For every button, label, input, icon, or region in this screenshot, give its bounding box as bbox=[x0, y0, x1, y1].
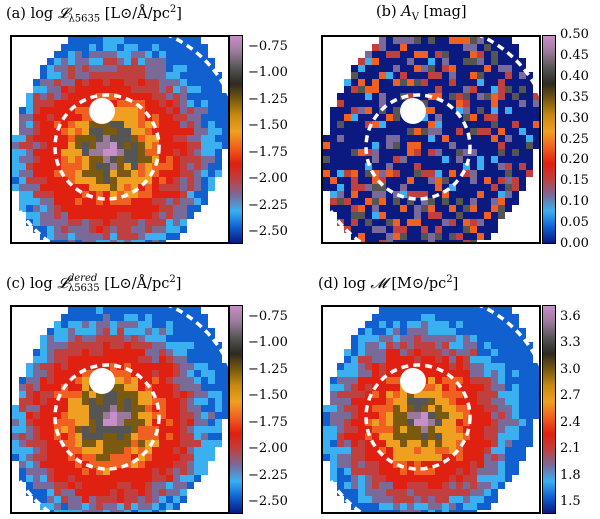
colorbar-tick-label: 2.4 bbox=[560, 414, 581, 430]
colorbar-tick-label: 0.35 bbox=[560, 89, 589, 105]
colorbar-tick-label: 3.0 bbox=[560, 361, 581, 377]
panel-b-map-image bbox=[323, 37, 539, 242]
colorbar-tick-label: −2.50 bbox=[248, 224, 288, 239]
colorbar-tick-label: −2.50 bbox=[248, 494, 288, 509]
panel-a-title-close: ] bbox=[176, 5, 182, 22]
panel-a-title-units-sup: 2 bbox=[169, 4, 177, 15]
panel-b-colorbar-ticks: 0.50 0.45 0.40 0.35 0.30 0.25 0.20 0.15 0.10 0.05… bbox=[560, 27, 600, 251]
panel-c-title-prefix: (c) log bbox=[6, 276, 58, 292]
panel-a-title-prefix: (a) log bbox=[6, 5, 58, 22]
panel-c-title-units: [L⊙/Å/pc bbox=[99, 276, 170, 292]
panel-a-colorbar bbox=[229, 35, 243, 244]
colorbar-tick-label: −2.00 bbox=[248, 441, 288, 457]
panel-d-title-units: [M⊙/pc bbox=[386, 275, 447, 292]
panel-b-title-symbol: A bbox=[401, 4, 412, 20]
colorbar-tick-label: 1.8 bbox=[560, 467, 581, 483]
panel-a-title: (a) log 𝓛λ5635 [L⊙/Å/pc2] bbox=[6, 4, 182, 25]
colorbar-tick-label: −2.00 bbox=[248, 171, 288, 187]
panel-a-title-sub: λ5635 bbox=[68, 13, 101, 25]
panel-b-title-prefix: (b) bbox=[376, 4, 402, 20]
panel-c-map bbox=[10, 305, 230, 514]
colorbar-tick-label: 1.5 bbox=[560, 494, 581, 509]
colorbar-tick-label: −1.50 bbox=[248, 388, 288, 404]
colorbar-tick-label: −2.25 bbox=[248, 197, 288, 213]
panel-d-colorbar-ticks: 3.6 3.3 3.0 2.7 2.4 2.1 1.8 1.5 bbox=[560, 305, 600, 514]
colorbar-tick-label: −1.75 bbox=[248, 144, 288, 160]
panel-d-title-symbol: 𝓜 bbox=[370, 275, 387, 292]
panel-c-title-units-sup: 2 bbox=[169, 274, 176, 286]
panel-c-map-image bbox=[12, 307, 228, 512]
panel-d-title-prefix: (d) log bbox=[318, 275, 371, 292]
colorbar-tick-label: −1.00 bbox=[248, 335, 288, 351]
panel-c-colorbar bbox=[229, 305, 243, 514]
panel-d-title: (d) log 𝓜 [M⊙/pc2] bbox=[318, 274, 458, 292]
panel-b-map bbox=[321, 35, 541, 244]
colorbar-tick-label: −1.25 bbox=[248, 91, 288, 107]
panel-b-title-sub: V bbox=[411, 11, 419, 23]
panel-a-title-symbol: 𝓛 bbox=[57, 5, 69, 22]
colorbar-tick-label: 0.15 bbox=[560, 173, 589, 189]
panel-c-title-symbol: 𝓛 bbox=[57, 276, 68, 292]
colorbar-tick-label: −1.75 bbox=[248, 414, 288, 430]
panel-a-title-units: [L⊙/Å/pc bbox=[100, 5, 170, 22]
colorbar-tick-label: 3.6 bbox=[560, 309, 581, 324]
colorbar-tick-label: 2.7 bbox=[560, 388, 581, 404]
colorbar-tick-label: 0.25 bbox=[560, 131, 589, 147]
colorbar-tick-label: 0.30 bbox=[560, 110, 589, 126]
panel-a-colorbar-ticks: −0.75 −1.00 −1.25 −1.50 −1.75 −2.00 −2.25 −2.50 bbox=[248, 35, 318, 244]
colorbar-tick-label: 0.20 bbox=[560, 152, 589, 168]
colorbar-tick-label: 3.3 bbox=[560, 335, 581, 351]
colorbar-tick-label: 2.1 bbox=[560, 441, 581, 457]
colorbar-tick-label: −1.25 bbox=[248, 361, 288, 377]
panel-c-title-sup: dered bbox=[67, 273, 98, 284]
panel-c-title-sub: λ5635 bbox=[67, 283, 100, 294]
colorbar-tick-label: 0.50 bbox=[560, 27, 589, 42]
colorbar-tick-label: −1.00 bbox=[248, 65, 288, 81]
colorbar-tick-label: −0.75 bbox=[248, 39, 288, 54]
panel-a-map bbox=[10, 35, 230, 244]
panel-d-title-units-sup: 2 bbox=[446, 274, 453, 285]
panel-c-colorbar-ticks: −0.75 −1.00 −1.25 −1.50 −1.75 −2.00 −2.25 −2.50 bbox=[248, 305, 318, 514]
colorbar-tick-label: −2.25 bbox=[248, 467, 288, 483]
panel-d-title-close: ] bbox=[452, 275, 459, 292]
colorbar-tick-label: 0.45 bbox=[560, 47, 589, 63]
colorbar-tick-label: 0.00 bbox=[560, 236, 589, 251]
colorbar-tick-label: −1.50 bbox=[248, 118, 288, 134]
panel-a-map-image bbox=[12, 37, 228, 242]
colorbar-tick-label: 0.10 bbox=[560, 194, 589, 210]
panel-d-colorbar bbox=[542, 305, 556, 514]
panel-b-title-units: [mag] bbox=[418, 4, 467, 20]
colorbar-tick-label: 0.40 bbox=[560, 68, 589, 84]
panel-b-title: (b) AV [mag] bbox=[376, 4, 467, 23]
panel-c-title-close: ] bbox=[175, 276, 182, 292]
colorbar-tick-label: 0.05 bbox=[560, 215, 589, 231]
panel-b-colorbar bbox=[542, 35, 556, 244]
panel-d-map-image bbox=[323, 307, 539, 512]
panel-d-map bbox=[321, 305, 541, 514]
colorbar-tick-label: −0.75 bbox=[248, 309, 288, 324]
